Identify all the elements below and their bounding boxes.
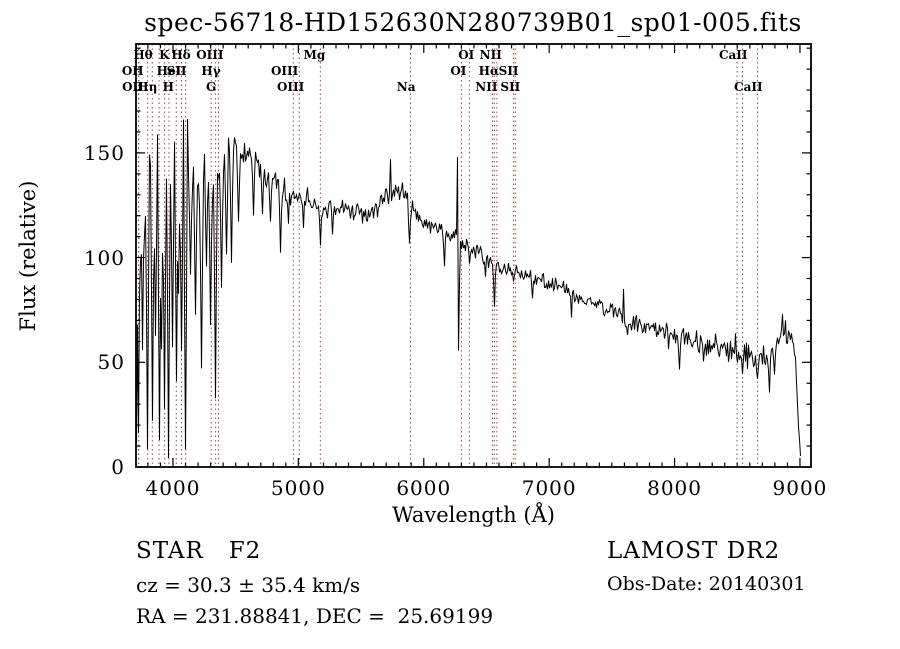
spectral-line-label: K: [159, 48, 170, 62]
x-tick-label: 9000: [772, 476, 828, 500]
plot-title: spec-56718-HD152630N280739B01_sp01-005.f…: [144, 8, 802, 37]
y-tick-label: 150: [83, 140, 125, 165]
spectral-line-label: OIII: [196, 48, 224, 62]
spectral-line-label: Hγ: [201, 64, 221, 78]
obs-date-label: Obs-Date: 20140301: [607, 573, 806, 595]
spectral-line-label: HeI: [156, 64, 182, 78]
x-tick-label: 8000: [647, 476, 703, 500]
spectral-line-label: CaII: [734, 80, 763, 94]
x-tick-label: 7000: [521, 476, 577, 500]
x-tick-label: 4000: [145, 476, 201, 500]
spectral-line-label: SII: [500, 80, 521, 94]
object-class-label: STAR F2: [136, 538, 262, 564]
spectral-line-label: SII: [498, 64, 519, 78]
spectral-line-label: OII: [121, 64, 144, 78]
x-axis-label: Wavelength (Å): [392, 503, 555, 527]
spectral-line-label: SII: [166, 64, 187, 78]
y-tick-label: 0: [111, 455, 125, 479]
spectral-line-label: Hη: [137, 80, 158, 94]
spectral-line-label: OI: [458, 48, 475, 62]
x-tick-label: 5000: [270, 476, 326, 500]
spectral-line-label: Hθ: [133, 48, 153, 62]
survey-label: LAMOST DR2: [607, 538, 781, 564]
spectral-line-label: NII: [475, 80, 498, 94]
spectral-line-label: OII: [122, 80, 144, 94]
spectral-line-label: Hα: [478, 64, 500, 78]
spectral-line-label: Mg: [303, 48, 326, 62]
plot-border: [135, 43, 812, 468]
y-axis-label: Flux (relative): [16, 180, 40, 332]
spectral-line-label: Na: [396, 80, 416, 94]
spectral-line-label: OI: [450, 64, 467, 78]
cz-velocity-label: cz = 30.3 ± 35.4 km/s: [136, 573, 361, 597]
x-tick-label: 6000: [396, 476, 452, 500]
spectral-line-label: OIII: [270, 64, 299, 78]
spectral-line-label: OIII: [276, 80, 305, 94]
spectral-line-label: NII: [479, 48, 502, 62]
spectral-line-label: Hδ: [171, 48, 191, 62]
y-tick-label: 100: [83, 245, 125, 270]
spectral-line-label: G: [205, 80, 217, 94]
y-tick-label: 50: [97, 350, 125, 375]
spectral-line-label: H: [162, 80, 174, 94]
ra-dec-label: RA = 231.88841, DEC = 25.69199: [136, 604, 494, 628]
spectral-line-label: CaII: [718, 48, 748, 62]
spectrum-line: [136, 118, 801, 459]
